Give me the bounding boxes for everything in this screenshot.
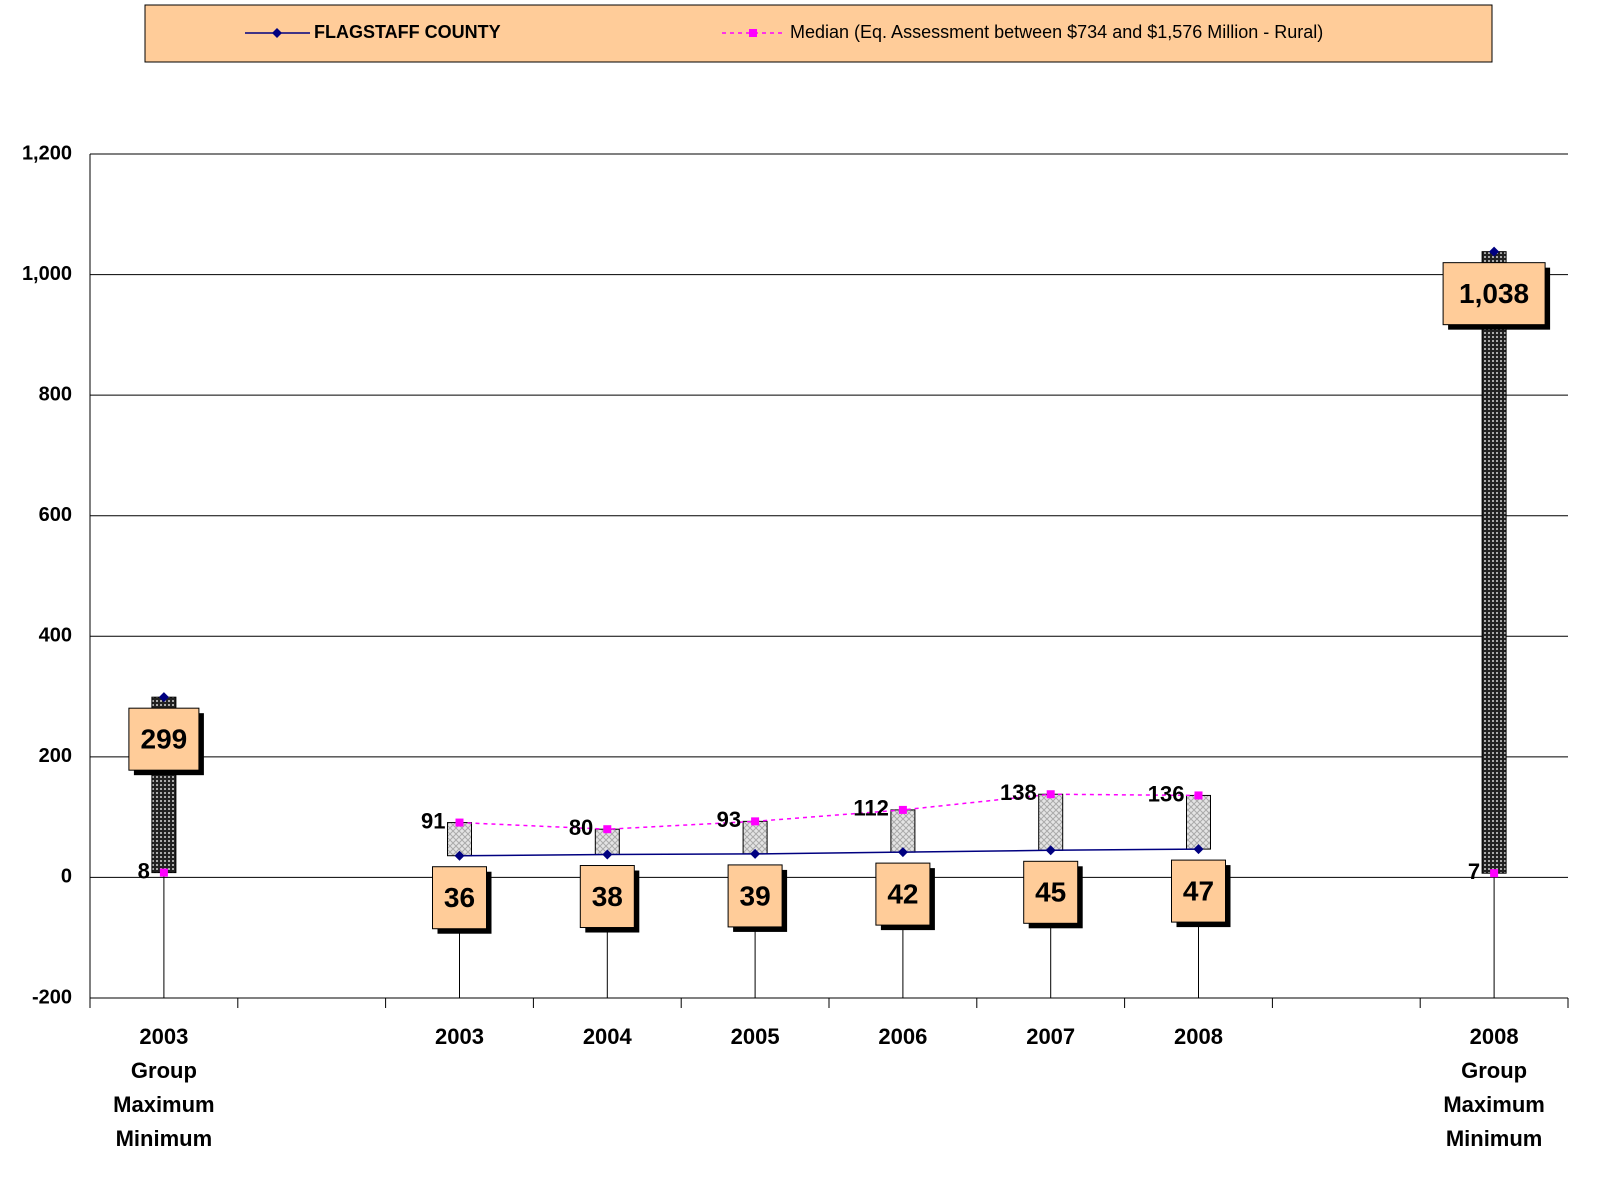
point (158, 692, 169, 703)
data-label: 138 (1000, 780, 1037, 805)
data-label: 1,038 (1459, 278, 1529, 309)
legend-label: Median (Eq. Assessment between $734 and … (790, 22, 1323, 42)
high-low-bar (890, 809, 916, 853)
y-tick-label: 600 (39, 504, 72, 526)
point (159, 868, 168, 877)
y-tick-label: 800 (39, 383, 72, 405)
x-tick-label: 2005 (730, 1024, 780, 1049)
point (602, 849, 613, 860)
point (750, 848, 761, 859)
point (603, 825, 612, 834)
label-box (128, 707, 200, 771)
data-label: 112 (853, 796, 889, 821)
high-low-bar (1038, 793, 1064, 851)
x-tick-label: 2008 (1174, 1024, 1223, 1049)
legend-marker (749, 29, 757, 37)
point (455, 818, 464, 827)
y-tick-label: 400 (39, 625, 72, 647)
label-box (1171, 859, 1226, 923)
x-tick-label: 2004 (582, 1024, 632, 1049)
point (751, 817, 760, 826)
data-label: 299 (141, 724, 188, 755)
point (1490, 869, 1499, 878)
legend-label: FLAGSTAFF COUNTY (314, 22, 501, 42)
data-label: 136 (1148, 781, 1185, 806)
data-label: 93 (717, 807, 741, 832)
point (1046, 790, 1055, 799)
label-box (432, 866, 487, 930)
x-tick-label: 2006 (878, 1024, 928, 1049)
series-line (460, 252, 1495, 856)
y-tick-label: -200 (32, 986, 72, 1008)
label-box (579, 865, 635, 929)
label-box (727, 864, 783, 928)
data-label: 45 (1035, 877, 1066, 908)
x-tick-label: 2003 Group Maximum Minimum (113, 1024, 215, 1151)
label-box (1442, 262, 1546, 326)
point (1193, 844, 1204, 855)
point (1489, 246, 1500, 257)
data-label: 38 (592, 881, 623, 912)
label-box (1023, 860, 1079, 924)
data-label: 47 (1183, 875, 1214, 906)
y-tick-label: 0 (61, 866, 72, 888)
data-label: 36 (444, 882, 475, 913)
data-label: 42 (887, 878, 918, 909)
y-tick-label: 1,200 (22, 142, 72, 164)
x-tick-label: 2003 (435, 1024, 484, 1049)
data-label: 39 (740, 880, 771, 911)
data-label: 8 (138, 858, 150, 883)
high-low-bar (1186, 794, 1211, 850)
label-box (875, 862, 931, 926)
legend-box (144, 4, 1493, 63)
high-low-bar (1481, 251, 1507, 874)
data-label: 91 (421, 808, 445, 833)
point (1045, 845, 1056, 856)
x-tick-label: 2007 (1026, 1024, 1076, 1049)
point (897, 847, 908, 858)
legend-marker (272, 28, 282, 38)
point (898, 805, 907, 814)
y-tick-label: 1,000 (22, 263, 72, 285)
point (1194, 791, 1203, 800)
data-label: 7 (1468, 859, 1480, 884)
y-tick-label: 200 (39, 745, 72, 767)
data-label: 80 (569, 815, 593, 840)
point (454, 850, 465, 861)
x-tick-label: 2008 Group Maximum Minimum (1443, 1024, 1545, 1151)
